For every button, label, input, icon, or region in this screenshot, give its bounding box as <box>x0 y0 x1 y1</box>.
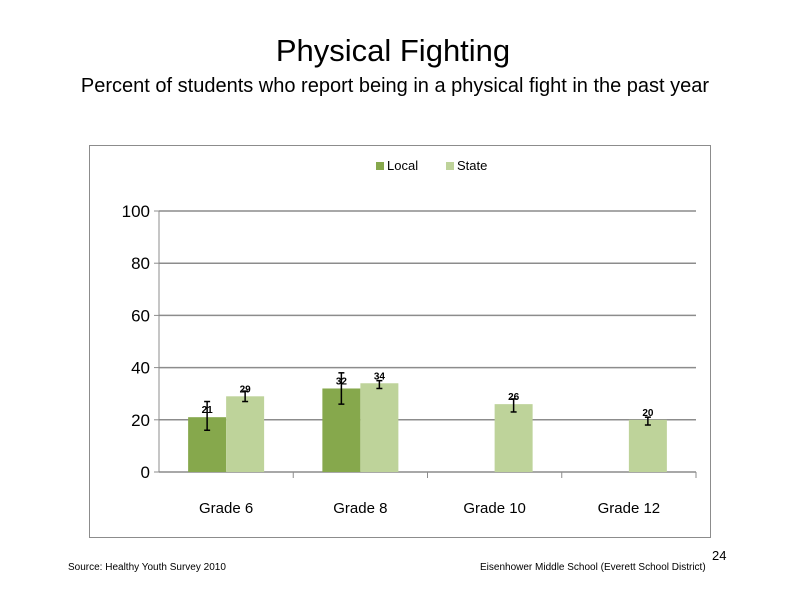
data-label: 21 <box>202 405 214 416</box>
y-tick-label: 100 <box>122 202 150 221</box>
data-label: 32 <box>336 376 348 387</box>
source-note: Source: Healthy Youth Survey 2010 <box>68 562 226 573</box>
y-tick-label: 0 <box>141 463 150 482</box>
bar-state <box>226 396 265 472</box>
y-tick-label: 60 <box>131 306 150 325</box>
bar-state <box>360 383 399 472</box>
legend-label-local: Local <box>387 158 418 173</box>
legend-swatch-local <box>376 162 384 170</box>
x-tick-label: Grade 10 <box>463 500 526 517</box>
slide-subtitle: Percent of students who report being in … <box>80 75 710 97</box>
legend-swatch-state <box>446 162 454 170</box>
bar-state <box>628 419 667 472</box>
data-label: 29 <box>240 384 252 395</box>
x-tick-label: Grade 12 <box>598 500 661 517</box>
bar-chart: 0 20 40 60 80 100 Grade 6 21 29 Grade 8 32 34 Grade … <box>122 158 697 517</box>
slide-title: Physical Fighting <box>275 33 511 68</box>
chart-frame: 0 20 40 60 80 100 Grade 6 21 29 Grade 8 32 34 Grade … <box>89 145 711 538</box>
y-tick-label: 80 <box>131 254 150 273</box>
legend-label-state: State <box>457 158 487 173</box>
bar-state <box>494 404 533 472</box>
data-label: 26 <box>508 392 520 403</box>
data-label: 34 <box>374 371 386 382</box>
x-tick-label: Grade 6 <box>199 500 253 517</box>
x-tick-label: Grade 8 <box>333 500 387 517</box>
y-tick-label: 20 <box>131 411 150 430</box>
data-label: 20 <box>642 408 654 419</box>
y-tick-label: 40 <box>131 359 150 378</box>
page-number: 24 <box>712 548 727 563</box>
school-name: Eisenhower Middle School (Everett School… <box>480 562 706 573</box>
